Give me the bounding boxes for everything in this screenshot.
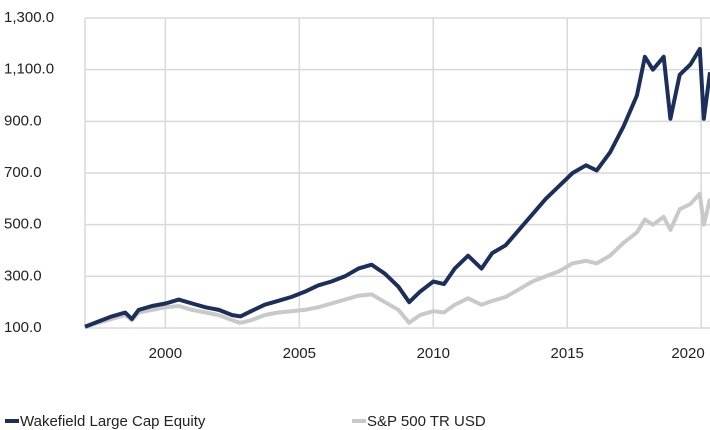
series-line: [84, 47, 710, 329]
legend-label: S&P 500 TR USD: [367, 413, 486, 430]
series-line: [84, 191, 710, 329]
x-tick-label: 2005: [283, 345, 316, 362]
x-tick-label: 2015: [551, 345, 584, 362]
y-tick-label: 300.0: [4, 267, 42, 284]
y-tick-label: 500.0: [4, 216, 42, 233]
y-tick-label: 1,300.0: [4, 9, 54, 26]
y-tick-label: 1,100.0: [4, 61, 54, 78]
legend-label: Wakefield Large Cap Equity: [20, 413, 206, 430]
x-tick-label: 2020: [671, 345, 704, 362]
x-tick-label: 2000: [149, 345, 182, 362]
x-tick-label: 2010: [417, 345, 450, 362]
y-tick-label: 900.0: [4, 112, 42, 129]
y-tick-label: 700.0: [4, 164, 42, 181]
y-tick-label: 100.0: [4, 319, 42, 336]
